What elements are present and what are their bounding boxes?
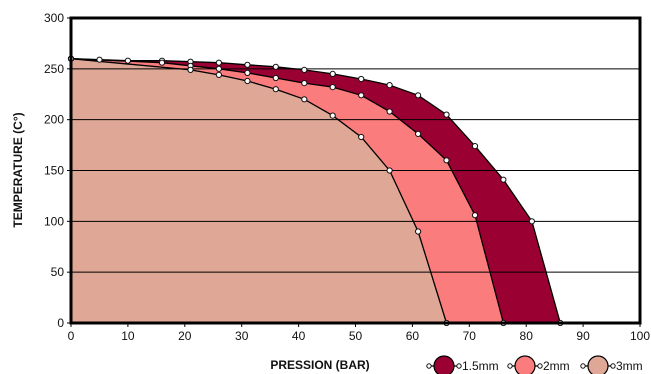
- y-tick-label-300: 300: [44, 11, 64, 25]
- y-tick-label-200: 200: [44, 113, 64, 127]
- series-areas: [71, 58, 561, 323]
- point-2mm-6: [301, 80, 308, 87]
- point-2mm-3: [215, 65, 222, 72]
- legend-marker-right-1-5mm: [456, 363, 462, 369]
- x-tick-label-40: 40: [292, 329, 306, 343]
- legend-label-3mm: 3mm: [616, 359, 643, 373]
- legend-swatch-1-5mm: [433, 355, 455, 374]
- y-axis-label: TEMPERATURE (C°): [11, 112, 25, 227]
- area-3mm: [71, 58, 447, 323]
- y-tick-label-150: 150: [44, 164, 64, 178]
- point-3mm-4: [272, 86, 279, 93]
- point-3mm-3: [244, 77, 251, 85]
- x-tick-label-10: 10: [121, 329, 135, 343]
- point-1-5mm-12: [415, 92, 422, 99]
- y-tick-label-50: 50: [51, 265, 65, 279]
- point-1-5mm-15: [500, 176, 507, 183]
- legend-label-2mm: 2mm: [543, 359, 570, 373]
- point-3mm-5: [301, 96, 308, 103]
- x-tick-label-70: 70: [463, 329, 477, 343]
- point-2mm-12: [471, 212, 479, 219]
- point-1-5mm-13: [443, 111, 450, 118]
- x-tick-label-90: 90: [576, 329, 590, 343]
- gridlines: [71, 68, 640, 273]
- point-1-5mm-11: [386, 82, 393, 89]
- point-2mm-10: [415, 130, 422, 137]
- point-1-5mm-14: [471, 143, 479, 150]
- x-tick-label-50: 50: [349, 329, 363, 343]
- point-1-5mm-2: [124, 57, 132, 64]
- legend-marker-left-3mm: [580, 363, 586, 369]
- legend-swatch-3mm: [587, 355, 609, 374]
- y-tick-label-0: 0: [57, 316, 64, 330]
- point-2mm-4: [244, 69, 251, 77]
- point-3mm-2: [215, 71, 222, 79]
- point-2mm-7: [329, 84, 336, 91]
- point-3mm-1: [187, 66, 194, 74]
- point-2mm-11: [443, 157, 450, 164]
- x-tick-label-20: 20: [178, 329, 192, 343]
- x-tick-label-100: 100: [630, 329, 650, 343]
- line-1-5mm: [70, 58, 561, 324]
- x-tick-label-80: 80: [520, 329, 534, 343]
- legend-marker-left-2mm: [507, 363, 513, 369]
- point-2mm-1: [158, 59, 166, 66]
- point-1-5mm-1: [96, 56, 103, 63]
- x-tick-label-30: 30: [235, 329, 249, 343]
- point-1-5mm-10: [358, 75, 365, 83]
- point-1-5mm-8: [301, 66, 308, 74]
- line-2mm: [70, 58, 505, 324]
- legend-item-2mm: 2mm: [507, 355, 570, 374]
- y-tick-label-250: 250: [44, 62, 64, 76]
- y-axis-ticks: 0 50 100 150 200 250 300: [44, 11, 71, 330]
- point-2mm-8: [358, 92, 365, 99]
- point-3mm-9: [415, 228, 422, 235]
- legend-marker-left-1-5mm: [426, 363, 432, 369]
- point-1-5mm-16: [528, 218, 536, 225]
- point-2mm-9: [386, 108, 393, 115]
- legend: 1.5mm 2mm 3mm: [426, 355, 643, 374]
- legend-label-1-5mm: 1.5mm: [462, 359, 499, 373]
- point-1-5mm-9: [329, 70, 336, 78]
- x-axis-ticks: 0 10 20 30 40 50 60 70 80 90 100: [68, 323, 650, 343]
- x-tick-label-0: 0: [68, 329, 75, 343]
- x-axis-label: PRESSION (BAR): [270, 358, 369, 372]
- legend-marker-right-3mm: [610, 363, 616, 369]
- legend-swatch-2mm: [514, 355, 536, 374]
- point-1-5mm-5: [215, 59, 222, 66]
- legend-marker-right-2mm: [537, 363, 543, 369]
- legend-item-3mm: 3mm: [580, 355, 643, 374]
- point-3mm-8: [386, 167, 393, 174]
- point-1-5mm-6: [244, 61, 251, 68]
- point-1-5mm-7: [272, 63, 279, 70]
- x-tick-label-60: 60: [406, 329, 420, 343]
- legend-item-1-5mm: 1.5mm: [426, 355, 499, 374]
- point-3mm-7: [358, 133, 365, 141]
- y-tick-label-100: 100: [44, 214, 64, 228]
- point-3mm-6: [329, 112, 336, 119]
- point-2mm-5: [272, 74, 279, 82]
